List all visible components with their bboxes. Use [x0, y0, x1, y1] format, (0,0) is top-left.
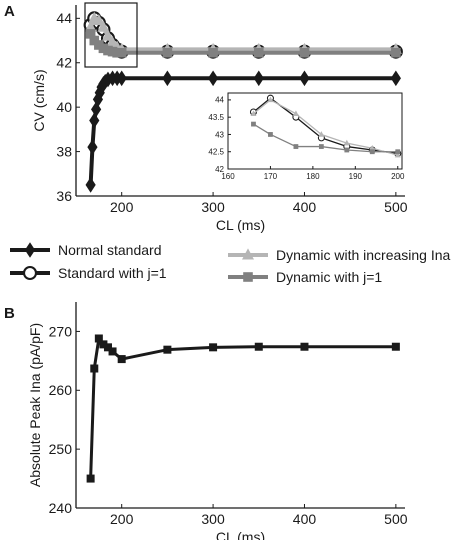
data-point	[85, 177, 96, 193]
data-point	[395, 149, 401, 155]
y-tick-label: 36	[56, 188, 72, 204]
data-point	[391, 47, 401, 58]
x-tick-label: 180	[306, 172, 320, 181]
y-tick-label: 44	[56, 10, 72, 26]
data-point	[92, 13, 105, 26]
data-point	[253, 47, 264, 58]
y-tick-label: 43	[215, 130, 224, 139]
data-point	[208, 47, 218, 58]
chart-a: 200 300 400 500 36 38 40 42 44 CL (ms) CV (cm/s)	[31, 2, 408, 233]
y-tick-label: 260	[49, 382, 73, 398]
data-point	[369, 144, 376, 151]
data-point	[299, 70, 310, 87]
data-point	[99, 340, 108, 349]
legend-swatch-marker	[243, 272, 253, 282]
data-point	[94, 334, 103, 343]
data-point	[293, 144, 299, 149]
data-point	[300, 342, 309, 351]
legend-swatch-marker	[24, 242, 36, 258]
y-tick-label: 240	[49, 500, 73, 516]
data-point	[209, 343, 218, 352]
x-tick-label: 160	[221, 172, 235, 181]
data-point	[292, 110, 299, 116]
chart-a-inset: 160 170 180 190 200 42 42.5 43 43.5 44	[208, 92, 405, 181]
panel-a-label: A	[4, 3, 15, 20]
data-point	[90, 364, 99, 373]
data-point	[343, 139, 350, 146]
data-point	[87, 139, 98, 155]
data-point	[318, 131, 325, 137]
data-point	[251, 121, 256, 127]
y-axis-label: CV (cm/s)	[31, 69, 47, 131]
data-point	[97, 20, 110, 32]
panel-b-label: B	[4, 305, 15, 322]
data-point	[162, 47, 173, 58]
y-axis-label: Absolute Peak Ina (pA/pF)	[27, 323, 43, 487]
data-point	[163, 345, 172, 354]
series-line	[89, 336, 396, 479]
y-tick-label: 42	[215, 165, 224, 174]
data-point	[92, 91, 104, 108]
legend-label: Dynamic with j=1	[276, 269, 382, 285]
data-point	[116, 70, 127, 87]
x-tick-label: 500	[384, 511, 408, 527]
data-point	[344, 147, 350, 153]
legend-swatch-marker	[22, 265, 38, 281]
y-tick-label: 44	[215, 96, 224, 105]
y-tick-label: 42	[56, 55, 72, 71]
data-point	[253, 70, 264, 87]
x-tick-label: 300	[201, 199, 225, 215]
x-tick-label: 170	[264, 172, 278, 181]
x-tick-label: 190	[349, 172, 363, 181]
data-point	[162, 70, 173, 87]
legend: Normal standard Standard with j=1 Dynamic …	[10, 242, 451, 285]
legend-label: Dynamic with increasing Ina	[276, 247, 451, 263]
x-tick-label: 200	[391, 172, 405, 181]
y-tick-label: 43.5	[208, 113, 224, 122]
legend-swatch-marker	[242, 248, 254, 260]
x-tick-label: 300	[201, 511, 225, 527]
x-tick-label: 200	[110, 511, 134, 527]
data-point	[268, 132, 273, 137]
data-point	[390, 70, 401, 87]
data-point	[84, 20, 97, 32]
data-point	[86, 474, 95, 483]
data-point	[318, 144, 324, 149]
legend-label: Normal standard	[58, 242, 162, 258]
data-point	[207, 70, 219, 87]
x-tick-label: 400	[293, 511, 317, 527]
data-point	[108, 347, 117, 356]
legend-label: Standard with j=1	[58, 265, 167, 281]
data-point	[391, 342, 400, 351]
data-point	[254, 342, 263, 351]
data-point	[85, 29, 96, 39]
zoom-region-box	[84, 2, 138, 68]
x-tick-label: 400	[293, 199, 317, 215]
x-axis-label: CL (ms)	[216, 217, 265, 233]
data-point	[299, 47, 310, 58]
data-point	[117, 355, 126, 364]
data-point	[250, 110, 257, 116]
inset-frame	[227, 92, 403, 170]
x-tick-label: 200	[110, 199, 134, 215]
data-point	[101, 29, 114, 41]
y-tick-label: 250	[49, 441, 73, 457]
chart-b: 200 300 400 500 240 250 260 270 CL (ms) Absolute …	[27, 302, 408, 540]
data-point	[267, 96, 274, 103]
y-tick-label: 42.5	[208, 148, 224, 157]
data-point	[394, 151, 401, 158]
y-tick-label: 40	[56, 99, 72, 115]
data-point	[116, 47, 127, 58]
data-point	[103, 343, 112, 352]
data-point	[369, 149, 375, 155]
y-tick-label: 38	[56, 143, 72, 159]
x-axis-label: CL (ms)	[216, 529, 265, 540]
y-tick-label: 270	[49, 323, 73, 339]
x-tick-label: 500	[384, 199, 408, 215]
data-point	[89, 112, 100, 129]
